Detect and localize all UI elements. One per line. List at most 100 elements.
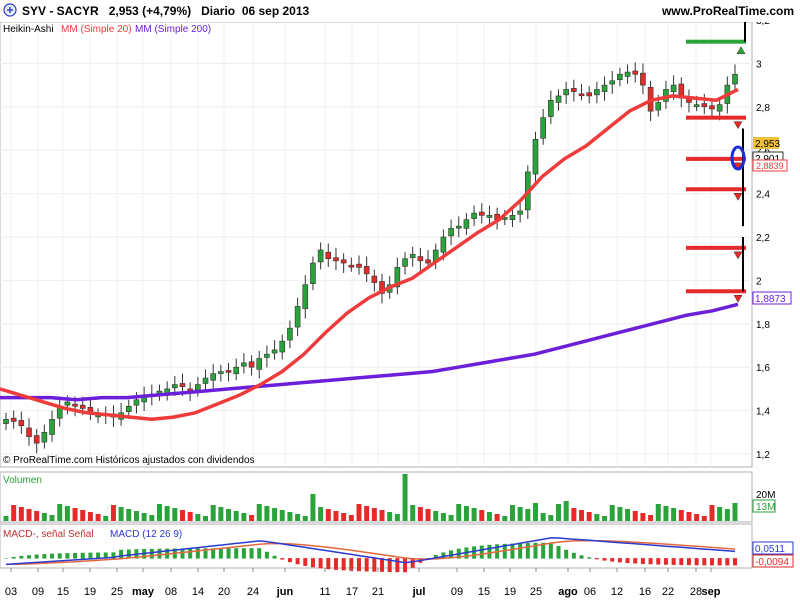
date-tick-label: 24: [247, 586, 259, 598]
volume-bar: [732, 503, 738, 521]
down-arrow-icon: [733, 295, 743, 303]
volume-bar: [448, 515, 454, 521]
candle-body: [210, 373, 216, 381]
candle-body: [26, 427, 32, 437]
last-price-box: [753, 137, 779, 149]
macd-histogram-bar: [433, 555, 438, 559]
volume-bar: [394, 514, 400, 521]
date-tick-label: 19: [84, 586, 96, 598]
candle-body: [532, 139, 539, 175]
macd-histogram-bar: [541, 542, 546, 559]
target-down-line: [686, 245, 746, 250]
macd-histogram-bar: [372, 558, 377, 572]
price-tick-label: 1,2: [756, 450, 770, 461]
macd-histogram-bar: [310, 558, 315, 568]
volume-bar: [295, 514, 301, 521]
candle-body: [310, 262, 316, 284]
volume-bar: [579, 510, 585, 521]
macd-histogram-bar: [441, 552, 446, 559]
macd-histogram-bar: [702, 558, 707, 566]
target-down-line: [686, 187, 746, 192]
level-lines: [686, 22, 746, 303]
change-label: (+4,79%): [142, 4, 192, 18]
macd-last-box: [752, 541, 794, 555]
macd-histogram-bar: [679, 558, 684, 566]
volume-bar: [410, 505, 416, 521]
macd-histogram-bar: [65, 553, 70, 559]
volume-bar: [456, 504, 462, 521]
volume-bar: [233, 511, 239, 521]
macd-histogram-bar: [287, 558, 292, 563]
volume-bar: [110, 505, 116, 521]
volume-bar: [310, 494, 316, 521]
macd-histogram-bar: [42, 554, 47, 559]
macd-histogram-bar: [303, 558, 308, 566]
volume-bar: [586, 512, 592, 521]
macd-histogram-bar: [96, 552, 101, 559]
candle-body: [279, 340, 286, 353]
macd-histogram-bar: [203, 548, 208, 559]
macd-histogram-bar: [318, 558, 323, 569]
volume-scale-label: 20M: [756, 490, 775, 501]
date-tick-label: 09: [32, 586, 44, 598]
volume-bar: [617, 507, 623, 521]
candle-body: [172, 384, 178, 389]
ma200-value: 1,8873: [755, 294, 786, 305]
volume-bar: [655, 504, 661, 521]
candle-body: [356, 263, 362, 268]
candle-body: [340, 259, 347, 264]
candle-body: [409, 254, 416, 258]
macd-histogram-bar: [525, 543, 530, 559]
macd-histogram-bar: [564, 549, 569, 559]
candle-body: [486, 215, 493, 218]
up-arrow-icon: [736, 46, 746, 54]
moving-averages: [0, 87, 739, 422]
volume-bar: [26, 509, 32, 521]
macd-histogram-bar: [27, 555, 32, 559]
price-panel-frame: [0, 22, 753, 468]
price-tick-label: 2: [756, 276, 762, 287]
volume-bar: [57, 504, 63, 521]
volume-bar: [41, 513, 47, 521]
down-arrow-icon: [733, 251, 743, 260]
macd-histogram-bar: [234, 548, 239, 559]
price-tick-label: 3: [756, 59, 762, 70]
macd-last-value: 0,0511: [755, 544, 785, 555]
macd-histogram-bar: [472, 546, 477, 559]
candle-body: [202, 377, 209, 384]
candle-body: [363, 265, 370, 275]
candle-body: [317, 249, 324, 263]
volume-bar: [141, 513, 147, 521]
zoom-icon[interactable]: [3, 3, 19, 19]
candle-body: [371, 275, 378, 283]
candle-body: [609, 80, 616, 85]
macd-histogram-bar: [226, 548, 231, 559]
date-tick-label: sep: [702, 586, 721, 598]
candle-body: [18, 420, 25, 427]
last-price-value: 2,953: [755, 139, 780, 150]
candle-body: [294, 306, 301, 328]
volume-title: Volumen: [3, 475, 42, 486]
volume-bar: [640, 513, 646, 521]
volume-bar: [433, 511, 439, 521]
volume-bar: [95, 514, 101, 521]
date-tick-label: 15: [478, 586, 490, 598]
candles: [3, 62, 738, 454]
price-tick-label: 3,2: [756, 22, 770, 27]
macd-histogram-bar: [510, 543, 515, 559]
volume-panel-frame: [0, 471, 753, 523]
down-arrow-icon: [733, 162, 743, 171]
candle-body: [448, 228, 454, 237]
candle-body: [586, 92, 593, 97]
candle-body: [509, 215, 516, 220]
volume-bar: [264, 506, 270, 521]
candle-body: [79, 404, 86, 409]
candle-body: [517, 210, 523, 215]
volume-bar: [11, 505, 17, 521]
candle-body: [402, 258, 408, 267]
candle-body: [693, 104, 700, 107]
volume-bar: [678, 510, 684, 521]
macd-histogram-bar: [380, 558, 385, 572]
macd-histogram-bar: [88, 552, 93, 559]
candle-body: [655, 102, 662, 111]
